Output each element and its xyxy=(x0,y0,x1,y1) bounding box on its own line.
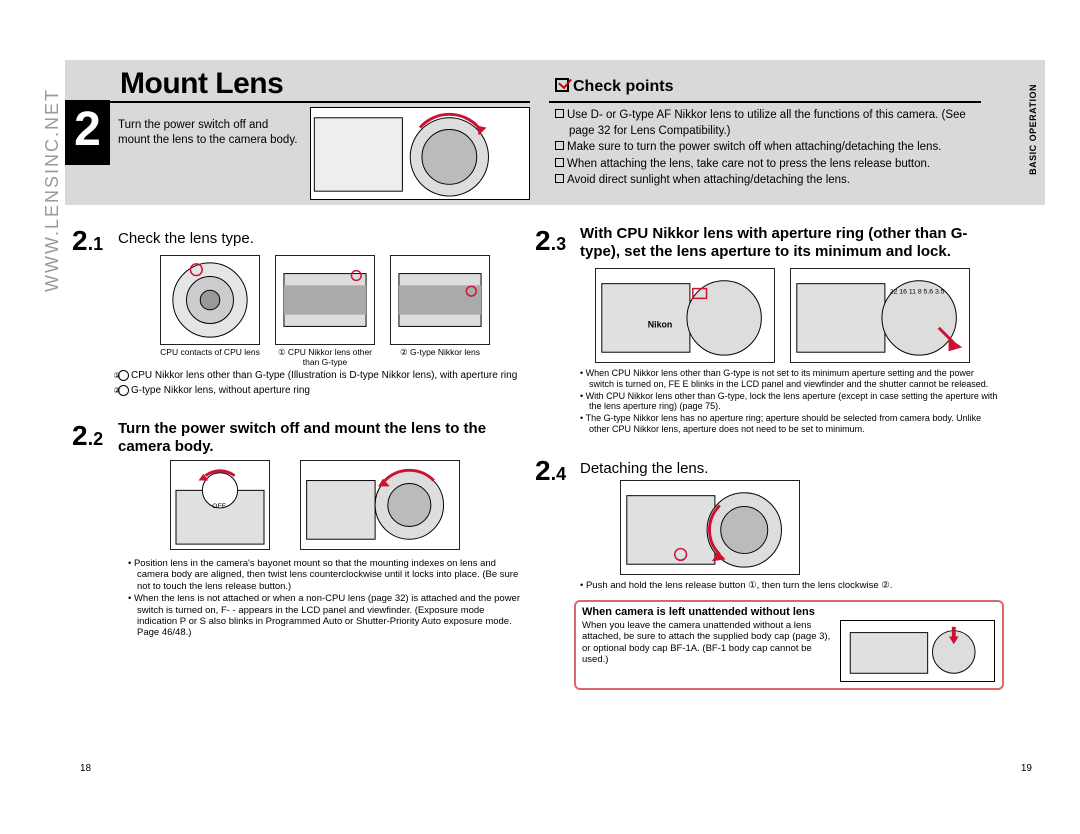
illus-23b: 22 16 11 8 5.6 3.5 xyxy=(790,268,970,363)
page-number-left: 18 xyxy=(80,763,91,774)
checkpoints-heading-text: Check points xyxy=(573,78,673,95)
watermark-text: WWW.LENSINC.NET xyxy=(42,88,63,292)
illus-23a: Nikon xyxy=(595,268,775,363)
checkpoints-list: Use D- or G-type AF Nikkor lens to utili… xyxy=(555,108,975,190)
step-number-badge: 2 xyxy=(65,100,110,165)
substep-22-number: 2.2 xyxy=(72,420,103,452)
callout-body: When you leave the camera unattended wit… xyxy=(582,620,832,682)
substep-22-bullets: • Position lens in the camera's bayonet … xyxy=(128,558,523,640)
illus-21c-caption: ② G-type Nikkor lens xyxy=(390,348,490,358)
substep-23-number: 2.3 xyxy=(535,225,566,257)
intro-text: Turn the power switch off and mount the … xyxy=(118,118,303,148)
checkpoint-item: When attaching the lens, take care not t… xyxy=(555,157,975,173)
substep-24-title: Detaching the lens. xyxy=(580,460,980,478)
illus-22a: OFF xyxy=(170,460,270,550)
substep-24-bullet: • Push and hold the lens release button … xyxy=(580,580,1000,592)
illus-24 xyxy=(620,480,800,575)
callout-box: When camera is left unattended without l… xyxy=(574,600,1004,690)
svg-text:OFF: OFF xyxy=(212,503,226,510)
illus-21c xyxy=(390,255,490,345)
checkpoint-item: Avoid direct sunlight when attaching/det… xyxy=(555,173,975,189)
illus-21b-caption: ① CPU Nikkor lens other than G-type xyxy=(275,348,375,368)
page-number-right: 19 xyxy=(1021,763,1032,774)
substep-22-title: Turn the power switch off and mount the … xyxy=(118,420,518,456)
illus-22b xyxy=(300,460,460,550)
illus-21a xyxy=(160,255,260,345)
substep-21-notes: ①CPU Nikkor lens other than G-type (Illu… xyxy=(118,370,518,399)
substep-23-title: With CPU Nikkor lens with aperture ring … xyxy=(580,225,1000,261)
checkpoint-item: Make sure to turn the power switch off w… xyxy=(555,140,975,156)
checkpoint-item: Use D- or G-type AF Nikkor lens to utili… xyxy=(555,108,975,139)
substep-21-title: Check the lens type. xyxy=(118,230,508,248)
checkmark-icon xyxy=(555,78,569,92)
svg-text:22 16 11 8 5.6 3.5: 22 16 11 8 5.6 3.5 xyxy=(890,288,945,295)
hero-illustration xyxy=(310,107,530,200)
illus-21b xyxy=(275,255,375,345)
callout-illustration xyxy=(840,620,995,682)
callout-title: When camera is left unattended without l… xyxy=(582,606,996,618)
illus-21a-caption: CPU contacts of CPU lens xyxy=(160,348,260,358)
checkpoints-heading: Check points xyxy=(555,78,673,96)
section-tab: BASIC OPERATION xyxy=(1028,84,1038,175)
checkpoints-rule xyxy=(549,101,981,103)
svg-text:Nikon: Nikon xyxy=(648,320,672,330)
substep-23-bullets: • When CPU Nikkor lens other than G-type… xyxy=(580,368,1000,436)
substep-24-number: 2.4 xyxy=(535,455,566,487)
section-title: Mount Lens xyxy=(120,67,283,101)
substep-21-number: 2.1 xyxy=(72,225,103,257)
title-rule xyxy=(110,101,530,103)
